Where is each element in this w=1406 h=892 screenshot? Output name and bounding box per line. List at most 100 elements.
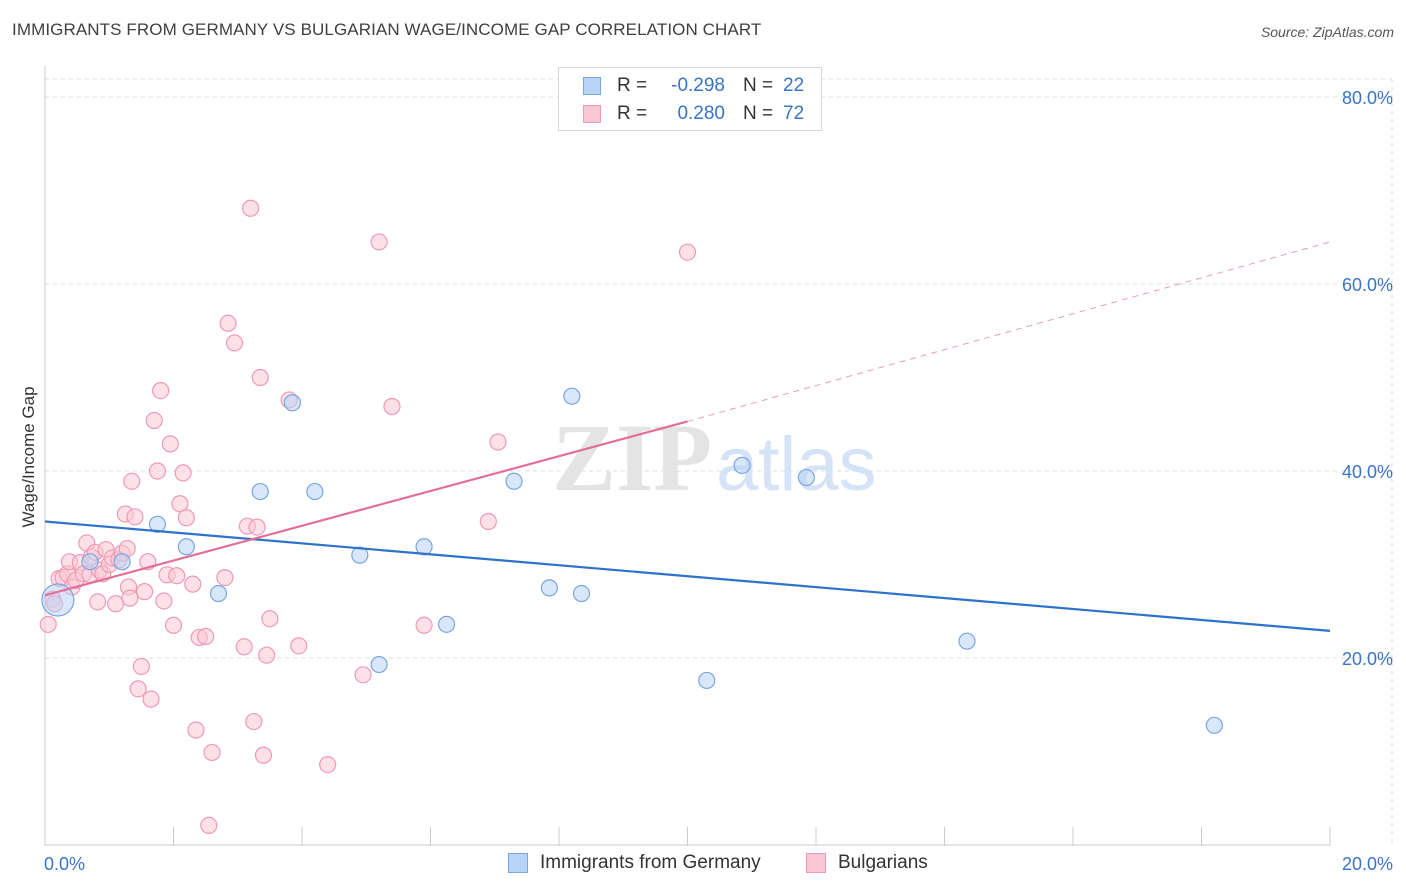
stats-legend: R = -0.298 N = 22 R = 0.280 N = 72 [558, 67, 822, 131]
point-bulgarians [251, 368, 269, 387]
point-germany [572, 584, 591, 603]
point-bulgarians [168, 567, 186, 585]
point-germany [797, 468, 815, 487]
point-bulgarians [383, 397, 401, 416]
x-tick-label: 0.0% [44, 854, 85, 874]
point-germany [733, 456, 751, 474]
point-germany [958, 632, 976, 650]
point-bulgarians [126, 508, 144, 526]
swatch-bulgarians [583, 105, 601, 123]
y-tick-label: 40.0% [1342, 462, 1393, 482]
point-bulgarians [177, 509, 195, 527]
point-bulgarians [203, 743, 221, 762]
point-bulgarians [254, 746, 273, 764]
point-bulgarians [184, 575, 202, 593]
trend-line-germany [44, 520, 1331, 632]
point-bulgarians [216, 568, 234, 587]
trend-layer [44, 241, 1331, 632]
point-germany [698, 671, 716, 690]
r-value: 0.280 [677, 103, 725, 124]
point-germany [113, 553, 131, 571]
legend-swatch-bulgarians [806, 853, 826, 873]
point-germany [540, 579, 558, 597]
r-label: R = [617, 75, 648, 96]
y-tick-label: 80.0% [1342, 88, 1393, 108]
point-germany [81, 553, 99, 571]
r-value: -0.298 [671, 75, 725, 96]
source-label: Source: ZipAtlas.com [1260, 24, 1394, 40]
chart-title: IMMIGRANTS FROM GERMANY VS BULGARIAN WAG… [12, 20, 762, 39]
legend-item-germany[interactable]: Immigrants from Germany [508, 852, 761, 874]
point-germany [437, 615, 456, 633]
y-axis-label: Wage/Income Gap [19, 386, 38, 527]
point-bulgarians [415, 616, 433, 634]
legend-label-germany: Immigrants from Germany [540, 852, 761, 873]
y-tick-label: 60.0% [1342, 275, 1393, 295]
x-tick-label: 20.0% [1342, 854, 1393, 874]
point-germany [209, 584, 228, 603]
stats-row-germany: R = -0.298 N = 22 [583, 73, 804, 99]
point-bulgarians [354, 666, 372, 684]
n-label: N = [743, 75, 774, 96]
point-bulgarians [39, 615, 57, 633]
point-bulgarians [129, 680, 147, 698]
axis-layer: 20.0% 40.0% 60.0% 80.0% 0.0% 20.0% [44, 66, 1393, 874]
point-germany [351, 546, 369, 564]
watermark-zip: ZIP [552, 404, 712, 511]
point-germany [148, 515, 167, 533]
point-bulgarians [290, 637, 308, 655]
point-germany [370, 655, 388, 674]
point-bulgarians [245, 712, 263, 731]
point-bulgarians [132, 657, 150, 676]
point-bulgarians [155, 592, 173, 610]
point-bulgarians [678, 243, 697, 261]
point-germany [1205, 716, 1223, 734]
point-bulgarians [489, 433, 507, 451]
point-bulgarians [258, 646, 276, 664]
point-bulgarians [142, 690, 160, 708]
point-bulgarians [174, 464, 192, 482]
point-germany [177, 538, 195, 556]
point-bulgarians [319, 755, 337, 774]
legend-item-bulgarians[interactable]: Bulgarians [806, 852, 928, 874]
legend-label-bulgarians: Bulgarians [838, 852, 928, 873]
legend-swatch-germany [508, 853, 528, 873]
point-bulgarians [219, 314, 237, 332]
point-bulgarians [370, 233, 388, 251]
point-bulgarians [121, 589, 139, 607]
swatch-germany [583, 77, 601, 95]
r-label: R = [617, 103, 648, 124]
n-value: 22 [783, 75, 805, 96]
point-germany [41, 583, 75, 617]
point-bulgarians [161, 435, 179, 453]
point-bulgarians [89, 593, 107, 611]
point-bulgarians [145, 411, 163, 430]
point-bulgarians [242, 199, 260, 217]
y-tick-label: 20.0% [1342, 649, 1393, 669]
point-bulgarians [171, 495, 189, 513]
point-germany [306, 482, 324, 501]
point-bulgarians [200, 816, 218, 834]
n-label: N = [743, 103, 774, 124]
point-germany [283, 394, 301, 412]
point-bulgarians [479, 512, 497, 531]
watermark: ZIP atlas [552, 404, 877, 511]
point-bulgarians [225, 334, 244, 352]
n-value: 72 [783, 103, 805, 124]
point-bulgarians [248, 518, 266, 536]
point-bulgarians [187, 721, 205, 739]
point-bulgarians [123, 472, 141, 490]
point-germany [563, 387, 581, 405]
point-bulgarians [197, 627, 215, 646]
point-bulgarians [261, 610, 279, 628]
point-bulgarians [148, 462, 167, 480]
points-layer [39, 199, 1223, 834]
point-germany [251, 482, 269, 501]
point-germany [505, 472, 523, 490]
point-bulgarians [235, 638, 253, 656]
trend-line-bulgarians-extension [687, 241, 1331, 422]
stats-row-bulgarians: R = 0.280 N = 72 [583, 101, 804, 127]
trend-line-bulgarians [44, 420, 688, 597]
point-bulgarians [164, 616, 183, 634]
